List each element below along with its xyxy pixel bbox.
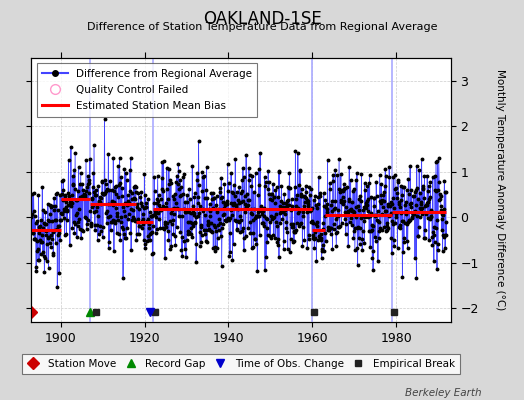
Text: Berkeley Earth: Berkeley Earth xyxy=(406,388,482,398)
Legend: Difference from Regional Average, Quality Control Failed, Estimated Station Mean: Difference from Regional Average, Qualit… xyxy=(37,63,257,117)
Text: OAKLAND-1SE: OAKLAND-1SE xyxy=(203,10,321,28)
Y-axis label: Monthly Temperature Anomaly Difference (°C): Monthly Temperature Anomaly Difference (… xyxy=(495,69,506,311)
Legend: Station Move, Record Gap, Time of Obs. Change, Empirical Break: Station Move, Record Gap, Time of Obs. C… xyxy=(22,354,460,374)
Text: Difference of Station Temperature Data from Regional Average: Difference of Station Temperature Data f… xyxy=(87,22,437,32)
